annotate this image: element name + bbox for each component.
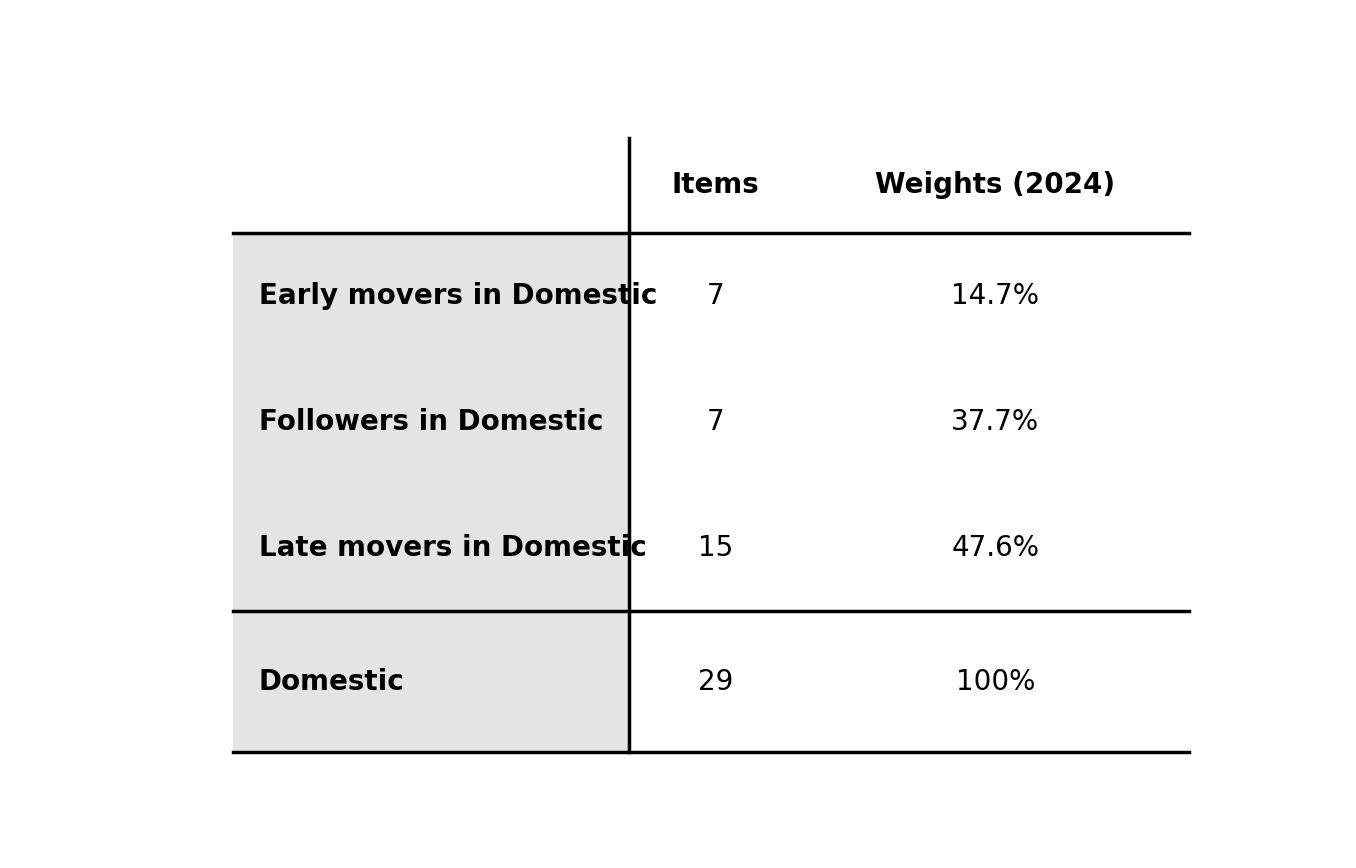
Text: 37.7%: 37.7% (951, 408, 1039, 436)
Bar (629, 359, 1189, 485)
Text: 47.6%: 47.6% (951, 534, 1039, 562)
Text: 14.7%: 14.7% (951, 282, 1039, 310)
Bar (629, 611, 1189, 753)
Text: 7: 7 (706, 408, 724, 436)
Text: Late movers in Domestic: Late movers in Domestic (259, 534, 647, 562)
Bar (233, 137, 1189, 233)
Bar (233, 359, 629, 485)
Text: Domestic: Domestic (259, 667, 404, 696)
Text: Items: Items (671, 171, 759, 200)
Text: 15: 15 (698, 534, 734, 562)
Text: 7: 7 (706, 282, 724, 310)
Bar (629, 485, 1189, 611)
Bar (233, 485, 629, 611)
Text: Early movers in Domestic: Early movers in Domestic (259, 282, 658, 310)
Text: 29: 29 (698, 667, 734, 696)
Text: Followers in Domestic: Followers in Domestic (259, 408, 603, 436)
Text: Weights (2024): Weights (2024) (875, 171, 1115, 200)
Text: 100%: 100% (956, 667, 1035, 696)
Bar (629, 233, 1189, 359)
Bar (233, 611, 629, 753)
Bar (233, 233, 629, 359)
